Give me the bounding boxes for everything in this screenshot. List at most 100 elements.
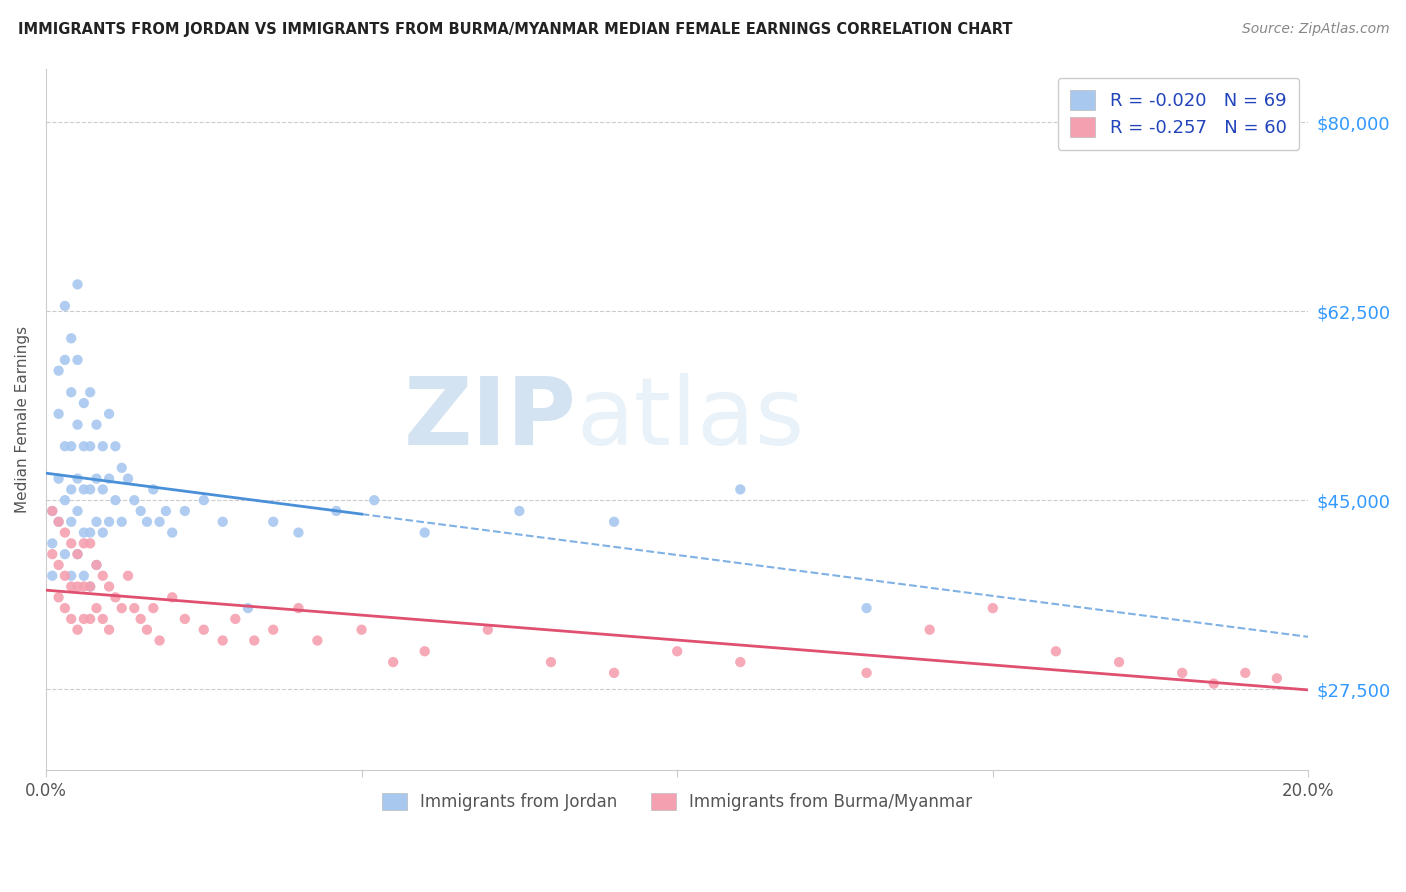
- Point: [129, 612, 152, 626]
- Point: [60, 483, 83, 497]
- Point: [73, 525, 96, 540]
- Point: [73, 568, 96, 582]
- Point: [382, 655, 405, 669]
- Point: [41, 536, 63, 550]
- Point: [540, 655, 562, 669]
- Point: [79, 580, 101, 594]
- Point: [60, 568, 83, 582]
- Point: [48, 515, 70, 529]
- Point: [730, 655, 752, 669]
- Point: [91, 439, 114, 453]
- Point: [60, 515, 83, 529]
- Point: [98, 623, 121, 637]
- Point: [86, 417, 108, 432]
- Point: [111, 515, 134, 529]
- Point: [53, 439, 76, 453]
- Point: [124, 493, 146, 508]
- Point: [41, 504, 63, 518]
- Point: [91, 568, 114, 582]
- Point: [60, 385, 83, 400]
- Point: [79, 385, 101, 400]
- Point: [60, 331, 83, 345]
- Point: [48, 472, 70, 486]
- Point: [48, 515, 70, 529]
- Point: [73, 580, 96, 594]
- Point: [48, 558, 70, 572]
- Point: [91, 483, 114, 497]
- Point: [855, 601, 877, 615]
- Point: [173, 612, 195, 626]
- Point: [477, 623, 499, 637]
- Point: [73, 612, 96, 626]
- Point: [79, 525, 101, 540]
- Point: [73, 483, 96, 497]
- Point: [86, 558, 108, 572]
- Point: [53, 601, 76, 615]
- Point: [91, 612, 114, 626]
- Point: [981, 601, 1004, 615]
- Text: ZIP: ZIP: [404, 373, 576, 466]
- Point: [104, 493, 127, 508]
- Point: [262, 623, 284, 637]
- Point: [60, 580, 83, 594]
- Point: [1265, 671, 1288, 685]
- Point: [603, 515, 626, 529]
- Point: [1234, 665, 1257, 680]
- Point: [48, 364, 70, 378]
- Point: [53, 493, 76, 508]
- Point: [104, 591, 127, 605]
- Point: [98, 580, 121, 594]
- Point: [66, 352, 89, 367]
- Point: [136, 515, 159, 529]
- Point: [98, 472, 121, 486]
- Point: [48, 407, 70, 421]
- Point: [129, 504, 152, 518]
- Point: [325, 504, 347, 518]
- Y-axis label: Median Female Earnings: Median Female Earnings: [15, 326, 30, 513]
- Point: [1045, 644, 1067, 658]
- Point: [117, 568, 139, 582]
- Point: [287, 601, 309, 615]
- Point: [136, 623, 159, 637]
- Point: [48, 591, 70, 605]
- Point: [79, 580, 101, 594]
- Point: [79, 483, 101, 497]
- Point: [66, 417, 89, 432]
- Point: [66, 472, 89, 486]
- Point: [160, 525, 183, 540]
- Point: [193, 493, 215, 508]
- Point: [73, 536, 96, 550]
- Point: [262, 515, 284, 529]
- Point: [855, 665, 877, 680]
- Point: [1202, 676, 1225, 690]
- Point: [60, 612, 83, 626]
- Point: [53, 525, 76, 540]
- Point: [173, 504, 195, 518]
- Point: [918, 623, 941, 637]
- Point: [41, 504, 63, 518]
- Point: [149, 633, 172, 648]
- Point: [66, 580, 89, 594]
- Point: [730, 483, 752, 497]
- Point: [149, 515, 172, 529]
- Point: [91, 525, 114, 540]
- Point: [413, 525, 436, 540]
- Point: [211, 633, 233, 648]
- Point: [104, 439, 127, 453]
- Point: [1171, 665, 1194, 680]
- Text: IMMIGRANTS FROM JORDAN VS IMMIGRANTS FROM BURMA/MYANMAR MEDIAN FEMALE EARNINGS C: IMMIGRANTS FROM JORDAN VS IMMIGRANTS FRO…: [18, 22, 1012, 37]
- Point: [66, 547, 89, 561]
- Point: [79, 439, 101, 453]
- Point: [79, 612, 101, 626]
- Point: [1108, 655, 1130, 669]
- Point: [117, 472, 139, 486]
- Text: Source: ZipAtlas.com: Source: ZipAtlas.com: [1241, 22, 1389, 37]
- Point: [86, 515, 108, 529]
- Point: [66, 623, 89, 637]
- Point: [236, 601, 259, 615]
- Point: [243, 633, 266, 648]
- Point: [155, 504, 177, 518]
- Point: [66, 547, 89, 561]
- Point: [53, 352, 76, 367]
- Point: [86, 558, 108, 572]
